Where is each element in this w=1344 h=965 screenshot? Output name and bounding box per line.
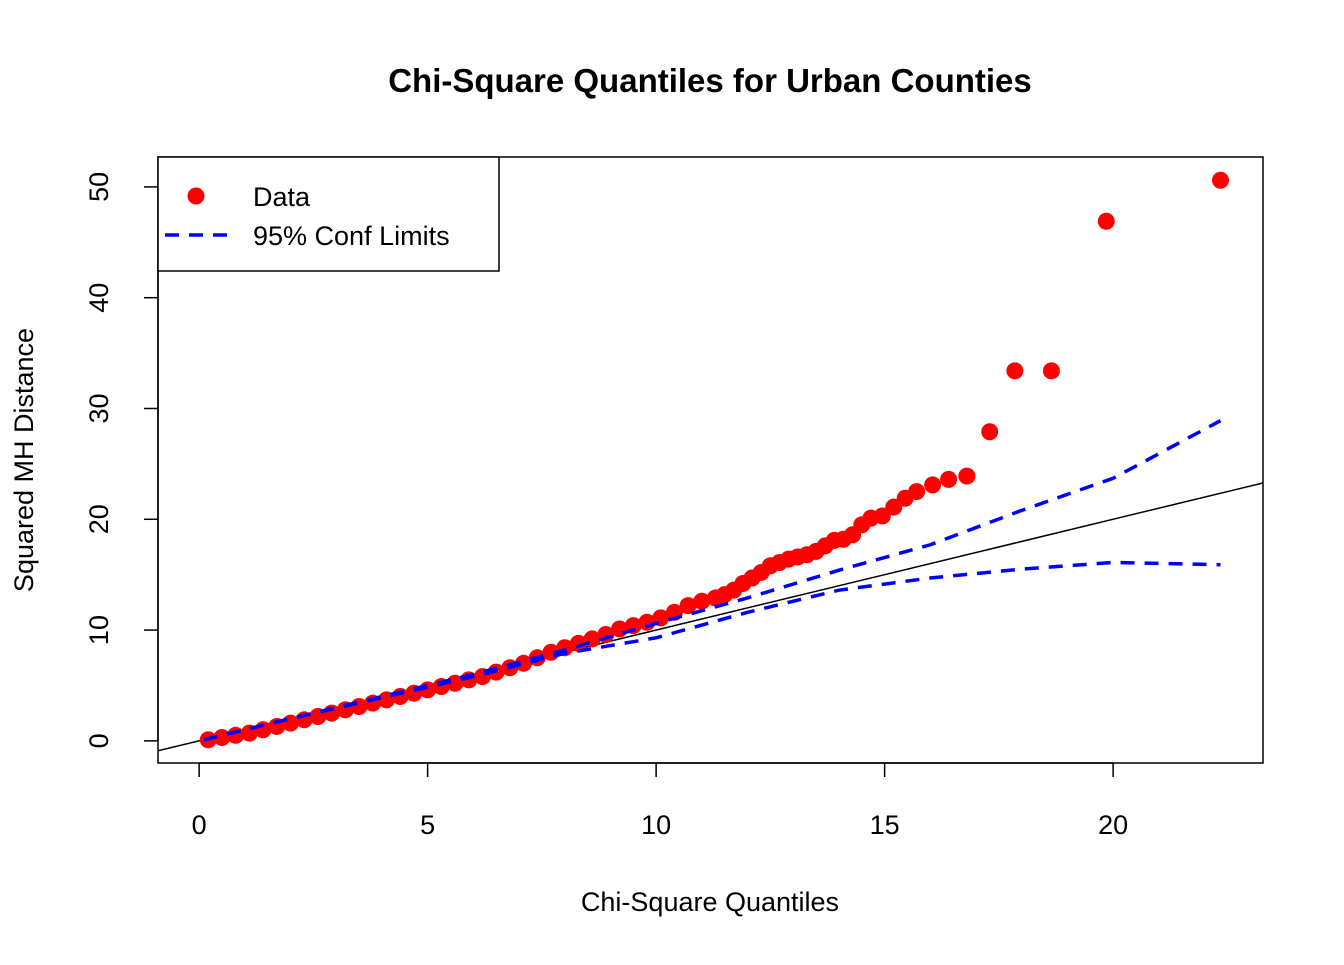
confidence-limit xyxy=(203,560,1221,742)
y-tick-label: 30 xyxy=(84,393,114,423)
legend-marker xyxy=(187,187,205,205)
legend-label: 95% Conf Limits xyxy=(253,221,450,251)
data-point xyxy=(1006,362,1024,380)
data-point xyxy=(924,476,942,494)
legend-box xyxy=(157,156,500,272)
y-tick-label: 0 xyxy=(84,733,114,748)
y-tick-label: 10 xyxy=(84,615,114,645)
data-point xyxy=(1097,212,1115,230)
data-point xyxy=(1042,362,1060,380)
data-point xyxy=(908,483,926,501)
data-point xyxy=(446,674,464,692)
data-point xyxy=(679,597,697,615)
data-point xyxy=(693,592,711,610)
y-tick-label: 50 xyxy=(84,172,114,202)
x-tick-label: 15 xyxy=(870,810,900,840)
y-axis-label: Squared MH Distance xyxy=(9,328,39,592)
data-point xyxy=(885,498,903,516)
x-axis-label: Chi-Square Quantiles xyxy=(581,887,839,917)
data-point xyxy=(515,654,533,672)
x-tick-label: 10 xyxy=(641,810,671,840)
x-tick-label: 0 xyxy=(192,810,207,840)
y-tick-label: 40 xyxy=(84,283,114,313)
confidence-limit xyxy=(203,419,1222,742)
data-point xyxy=(981,423,999,441)
x-tick-label: 5 xyxy=(420,810,435,840)
data-point xyxy=(873,507,891,525)
x-tick-label: 20 xyxy=(1098,810,1128,840)
data-point xyxy=(940,470,958,488)
legend-label: Data xyxy=(253,182,311,212)
y-tick-label: 20 xyxy=(84,504,114,534)
data-point xyxy=(569,634,587,652)
data-point xyxy=(958,467,976,485)
data-point xyxy=(1212,171,1229,189)
chart-title: Chi-Square Quantiles for Urban Counties xyxy=(388,62,1032,99)
data-point xyxy=(213,729,231,747)
